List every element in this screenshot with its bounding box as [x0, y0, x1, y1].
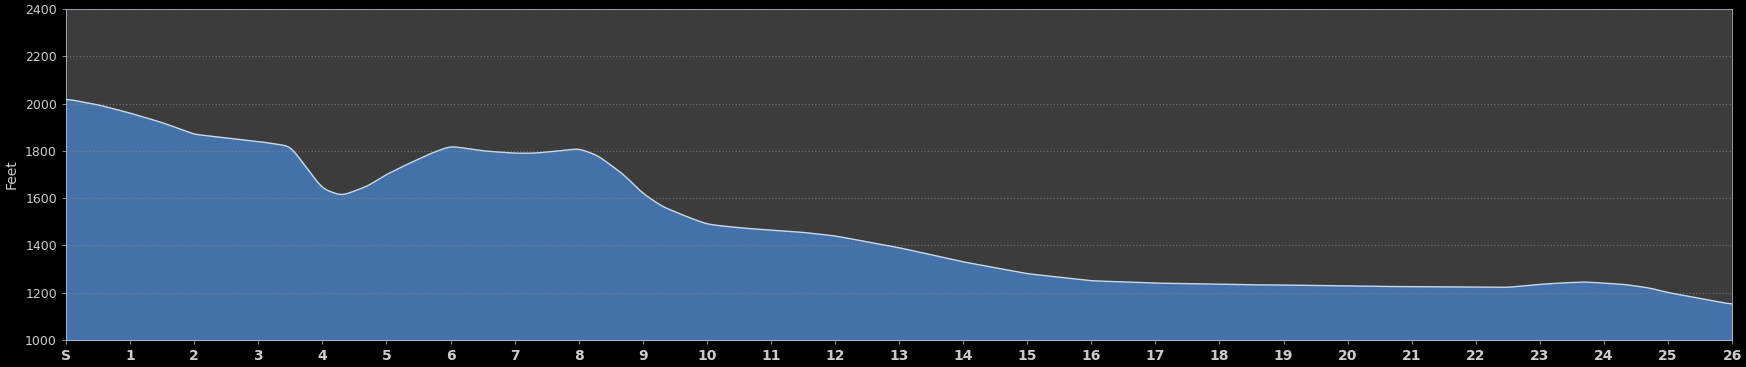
Y-axis label: Feet: Feet: [3, 160, 17, 189]
